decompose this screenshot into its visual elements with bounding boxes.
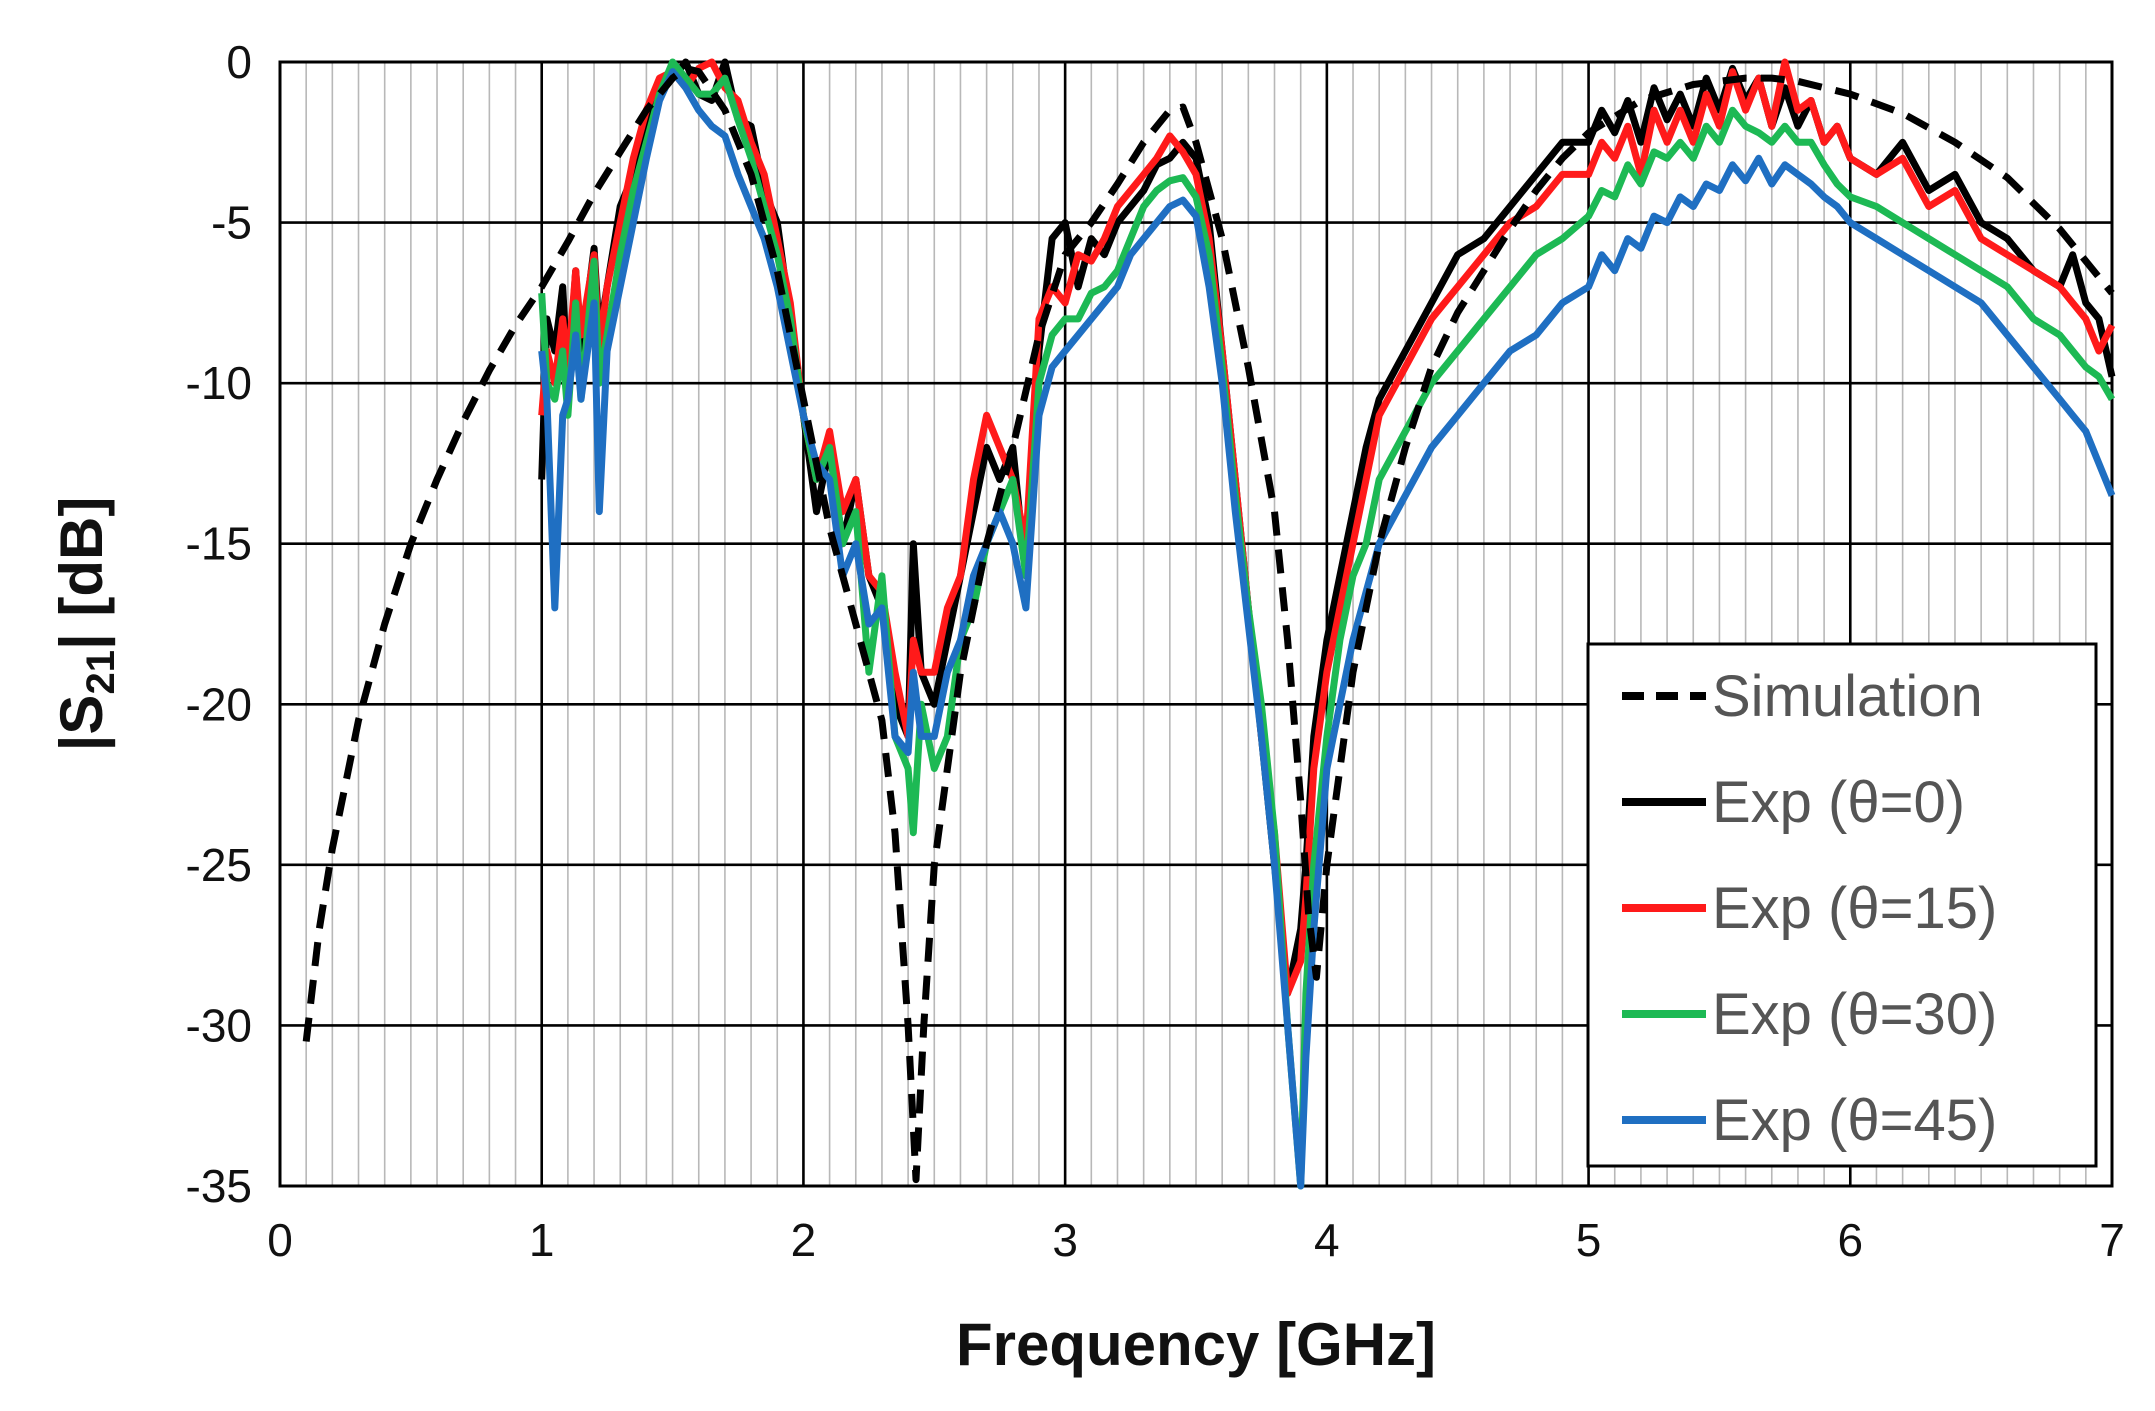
y-tick-label: -35	[186, 1160, 252, 1212]
x-tick-labels: 0 1 2 3 4 5 6 7	[267, 1214, 2125, 1266]
legend: Simulation Exp (θ=0) Exp (θ=15) Exp (θ=30) E…	[1586, 642, 2098, 1168]
x-axis-title: Frequency [GHz]	[956, 1311, 1436, 1378]
legend-label: Exp (θ=0)	[1712, 770, 1965, 835]
x-tick-label: 4	[1314, 1214, 1340, 1266]
y-tick-label: -10	[186, 357, 252, 409]
y-axis-title-prefix: |S	[48, 695, 116, 752]
legend-label: Simulation	[1712, 664, 1983, 729]
y-tick-labels: 0 -5 -10 -15 -20 -25 -30 -35	[186, 36, 252, 1212]
x-tick-label: 5	[1576, 1214, 1602, 1266]
y-tick-label: -25	[186, 839, 252, 891]
y-axis-title-subscript: 21	[79, 650, 123, 695]
x-tick-label: 3	[1052, 1214, 1078, 1266]
x-tick-label: 1	[529, 1214, 555, 1266]
series-line-4	[538, 68, 2116, 1190]
plot-area-frame	[278, 60, 2114, 1188]
series-line-0	[302, 64, 2115, 1184]
series-line-3	[538, 58, 2116, 1190]
y-tick-label: -5	[211, 197, 252, 249]
series-lines	[302, 58, 2116, 1190]
x-tick-label: 0	[267, 1214, 293, 1266]
x-tick-label: 6	[1837, 1214, 1863, 1266]
legend-label: Exp (θ=30)	[1712, 982, 1997, 1047]
y-axis-title-suffix: | [dB]	[48, 497, 116, 650]
legend-label: Exp (θ=45)	[1712, 1088, 1997, 1153]
x-tick-label: 7	[2099, 1214, 2125, 1266]
y-axis-title: |S21| [dB]	[48, 497, 123, 752]
y-tick-label: -20	[186, 678, 252, 730]
y-tick-label: -30	[186, 999, 252, 1051]
legend-label: Exp (θ=15)	[1712, 876, 1997, 941]
y-tick-label: -15	[186, 518, 252, 570]
y-tick-label: 0	[226, 36, 252, 88]
x-tick-label: 2	[791, 1214, 817, 1266]
